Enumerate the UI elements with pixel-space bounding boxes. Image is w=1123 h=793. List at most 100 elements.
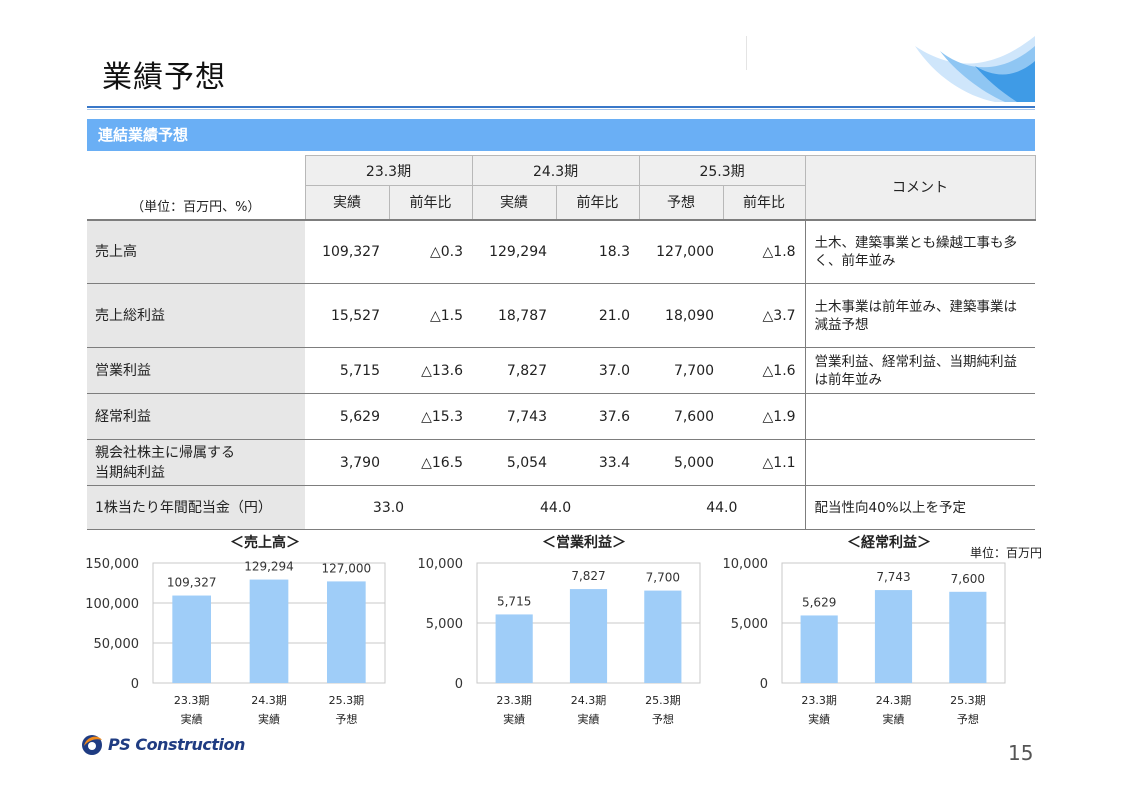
y-tick-label: 5,000	[731, 617, 768, 632]
data-label: 127,000	[322, 561, 372, 575]
row-comment	[804, 439, 1036, 486]
row-label: 営業利益	[87, 347, 305, 394]
cell-value: 15,527	[305, 283, 389, 348]
subheader: 前年比	[388, 185, 473, 220]
table-header-periods: 23.3期 24.3期 25.3期 コメント	[87, 155, 1036, 220]
logo-mark-icon	[82, 735, 102, 755]
row-comment: 営業利益、経常利益、当期純利益は前年並み	[804, 347, 1036, 394]
y-tick-label: 0	[131, 677, 139, 692]
chart-sales: ＜売上高＞ 0 50,000 100,000 150,000 109,327 23.3期 実績…	[85, 533, 395, 737]
x-tick-label: 実績	[808, 712, 830, 726]
table-row: 売上高 109,327 △0.3 129,294 18.3 127,000 △1…	[87, 218, 1036, 284]
cell-value: 109,327	[305, 218, 389, 284]
cell-value: △1.5	[389, 283, 473, 348]
cell-value: △1.9	[723, 393, 806, 440]
cell-value: 18,787	[472, 283, 557, 348]
company-logo: PS Construction	[80, 729, 245, 759]
cell-value: 21.0	[556, 283, 640, 348]
y-tick-label: 100,000	[85, 597, 139, 612]
cell-value: 37.6	[556, 393, 640, 440]
table-header-subheaders: （単位：百万円、%） 実績 前年比 実績 前年比 予想 前年比	[87, 185, 1035, 220]
cell-value: △1.1	[723, 439, 806, 486]
row-label: 親会社株主に帰属する 当期純利益	[87, 439, 305, 486]
y-tick-label: 50,000	[94, 637, 140, 652]
data-label: 7,743	[876, 570, 910, 584]
cell-value: 44.0	[472, 485, 640, 530]
cell-value: 5,715	[305, 347, 389, 394]
bar	[800, 615, 838, 683]
table-row: 営業利益 5,715 △13.6 7,827 37.0 7,700 △1.6 営…	[87, 347, 1036, 394]
row-label: 1株当たり年間配当金（円）	[87, 485, 305, 530]
data-label: 5,629	[802, 595, 836, 609]
cell-value: △0.3	[389, 218, 473, 284]
cell-value: 33.4	[556, 439, 640, 486]
unit-note: （単位：百万円、%）	[87, 185, 305, 220]
page-number: 15	[1008, 741, 1034, 765]
x-tick-label: 予想	[957, 712, 979, 726]
y-tick-label: 10,000	[723, 557, 769, 572]
subheader: 前年比	[555, 185, 640, 220]
period-header: 25.3期	[638, 155, 806, 186]
chart-title: ＜経常利益＞	[847, 534, 931, 551]
cell-value: 129,294	[472, 218, 557, 284]
cell-value: △16.5	[389, 439, 473, 486]
bar	[327, 581, 366, 683]
y-tick-label: 0	[455, 677, 463, 692]
x-tick-label: 実績	[503, 712, 525, 726]
row-label: 経常利益	[87, 393, 305, 440]
cell-value: △3.7	[723, 283, 806, 348]
subheader: 予想	[638, 185, 724, 220]
cell-value: 7,600	[639, 393, 724, 440]
x-tick-label: 23.3期	[174, 694, 210, 707]
subheader: 実績	[304, 185, 390, 220]
cell-value: △1.6	[723, 347, 806, 394]
y-tick-label: 5,000	[426, 617, 463, 632]
cell-value: 5,629	[305, 393, 389, 440]
bar	[949, 591, 987, 683]
wave-graphic	[915, 36, 1035, 102]
cell-value: △13.6	[389, 347, 473, 394]
chart-title: ＜営業利益＞	[542, 534, 626, 551]
cell-value: 3,790	[305, 439, 389, 486]
comment-header: コメント	[804, 155, 1036, 220]
bar	[644, 590, 682, 683]
bar	[495, 614, 533, 683]
logo-text: PS Construction	[108, 734, 245, 754]
cell-value: 7,827	[472, 347, 557, 394]
x-tick-label: 実績	[258, 712, 280, 726]
cell-value: 5,000	[639, 439, 724, 486]
cell-value: 18,090	[639, 283, 724, 348]
bar	[172, 595, 211, 683]
cell-value: 37.0	[556, 347, 640, 394]
cell-value: 7,700	[639, 347, 724, 394]
row-comment: 土木事業は前年並み、建築事業は減益予想	[804, 283, 1036, 348]
x-tick-label: 予想	[652, 712, 674, 726]
x-tick-label: 25.3期	[645, 694, 681, 707]
x-tick-label: 実績	[883, 712, 905, 726]
cell-value: 7,743	[472, 393, 557, 440]
x-tick-label: 25.3期	[329, 694, 365, 707]
data-label: 7,700	[646, 571, 680, 585]
data-label: 109,327	[167, 576, 217, 590]
row-comment	[804, 393, 1036, 440]
y-tick-label: 150,000	[85, 557, 139, 572]
x-tick-label: 23.3期	[801, 694, 837, 707]
row-label: 売上総利益	[87, 283, 305, 348]
table-row: 親会社株主に帰属する 当期純利益 3,790 △16.5 5,054 33.4 5…	[87, 439, 1036, 486]
x-tick-label: 25.3期	[950, 694, 986, 707]
divider	[746, 36, 747, 70]
x-tick-label: 予想	[335, 712, 357, 726]
subheader: 実績	[471, 185, 557, 220]
subheader: 前年比	[722, 185, 806, 220]
chart-operating-income: ＜営業利益＞ 0 5,000 10,000 5,715 23.3期 実績 7,827 24.3期…	[410, 533, 710, 737]
y-tick-label: 0	[760, 677, 768, 692]
data-label: 5,715	[497, 594, 531, 608]
x-tick-label: 24.3期	[251, 694, 287, 707]
x-tick-label: 実績	[578, 712, 600, 726]
data-label: 129,294	[244, 560, 294, 574]
cell-value: △1.8	[723, 218, 806, 284]
title-rule	[87, 106, 1035, 108]
cell-value: 33.0	[305, 485, 473, 530]
